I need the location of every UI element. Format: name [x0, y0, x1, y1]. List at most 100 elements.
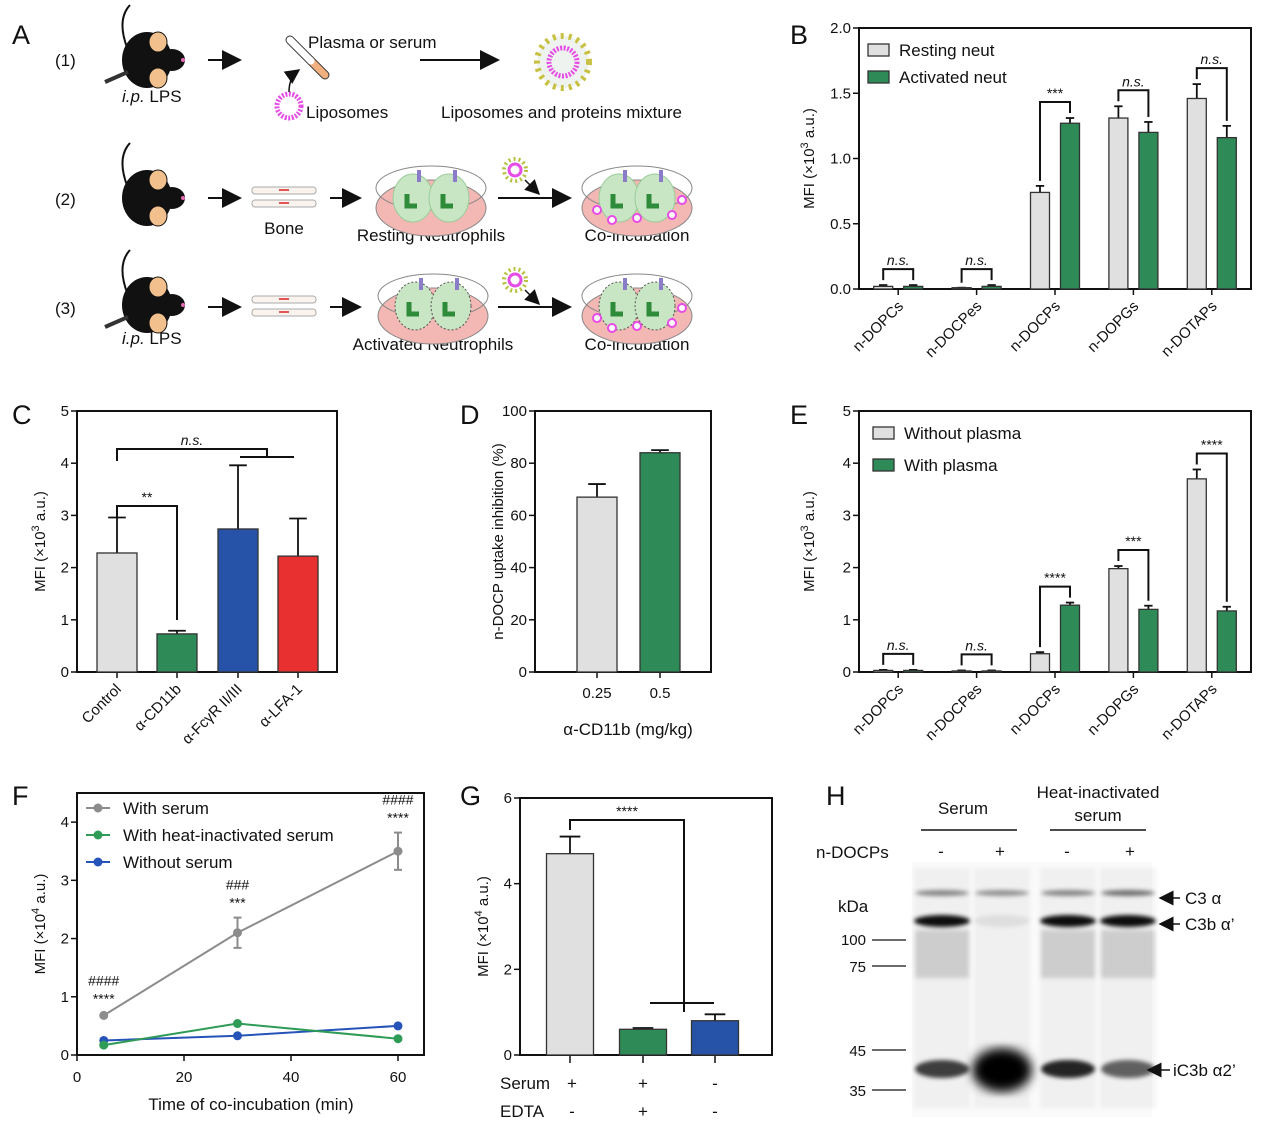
- y-axis-label: MFI (×104 a.u.): [30, 874, 49, 975]
- significance-label: ***: [1047, 85, 1064, 101]
- y-tick-label: 0: [504, 1047, 512, 1064]
- legend-marker: [93, 803, 103, 813]
- legend-swatch: [867, 70, 890, 84]
- nucleus: [610, 194, 623, 209]
- plot-frame: [76, 410, 338, 673]
- x-tick-label: 20: [176, 1069, 193, 1086]
- mouse-ear: [148, 276, 168, 298]
- liposome-particle: [632, 321, 642, 331]
- panel-letter-e: E: [790, 400, 808, 430]
- y-axis-label: n-DOCP uptake inhibition (%): [490, 443, 507, 639]
- y-tick-label: 4: [61, 814, 69, 831]
- legend-label: Without plasma: [904, 424, 1022, 443]
- band-label-ic3b: iC3b α2’: [1173, 1061, 1236, 1080]
- significance-label: n.s.: [965, 252, 988, 268]
- x-tick-label: n-DOPCs: [850, 298, 907, 355]
- panel-letter-c: C: [12, 400, 32, 430]
- receptor: [623, 278, 627, 290]
- condition-row-label: EDTA: [500, 1102, 545, 1121]
- data-point: [393, 1034, 403, 1044]
- panel-h-western-blot: Serum Heat-inactivated serum n-DOCPs - +…: [816, 783, 1236, 1117]
- bar: [1186, 478, 1207, 673]
- protein-corona-icon: [502, 267, 528, 293]
- panel-letter-b: B: [790, 20, 808, 50]
- bar: [277, 555, 319, 673]
- row-label-1: (1): [55, 51, 76, 70]
- row-label-2: (2): [55, 190, 76, 209]
- y-label-part: MFI (×10: [801, 148, 818, 208]
- nucleus: [610, 302, 623, 317]
- neutrophil-icon: [598, 281, 640, 331]
- significance-label: ***: [1125, 533, 1142, 549]
- nucleus: [646, 194, 659, 209]
- y-label-part: a.u.): [475, 876, 492, 910]
- x-tick-label: n-DOCPs: [1006, 681, 1063, 738]
- group-label-heat: Heat-inactivated: [1037, 783, 1160, 802]
- bar: [639, 452, 681, 673]
- mouse-nose: [181, 196, 185, 200]
- x-tick-label: n-DOPCs: [850, 681, 907, 738]
- y-tick-label: 2: [61, 560, 69, 577]
- receptor: [659, 278, 663, 290]
- x-tick-label: α-LFA-1: [256, 681, 306, 731]
- liposome-icon: [507, 162, 523, 178]
- condition-row-label: Serum: [500, 1074, 550, 1093]
- neutrophil-icon: [598, 173, 640, 223]
- bar: [903, 285, 924, 290]
- x-tick-label: 60: [390, 1069, 407, 1086]
- nucleus: [404, 194, 417, 209]
- y-tick-label: 0.5: [830, 216, 851, 233]
- neutrophil-icon: [394, 281, 436, 331]
- bar: [1138, 608, 1159, 673]
- liposomes-label: Liposomes: [306, 103, 388, 122]
- panel-letter-h: H: [826, 781, 846, 811]
- annotation-hash: ####: [382, 792, 413, 808]
- y-tick-label: 1: [61, 989, 69, 1006]
- x-tick-label: n-DOCPes: [922, 681, 985, 744]
- ip-lps-label-3: i.p. LPS: [122, 329, 182, 348]
- legend-label: With heat-inactivated serum: [123, 826, 334, 845]
- x-tick-label: Control: [79, 681, 125, 727]
- panel-d-chart: 0 20 40 60 80 100 n-DOCP uptake inhibition (%)…: [490, 403, 712, 739]
- condition-sign: +: [638, 1074, 648, 1093]
- x-tick-label: n-DOTAPs: [1158, 298, 1221, 361]
- marker-100: 100: [841, 932, 866, 949]
- panel-letter-f: F: [12, 781, 29, 811]
- x-tick-label: α-FcγR II/III: [179, 681, 246, 748]
- y-label-part: a.u.): [801, 108, 818, 142]
- receptor: [453, 170, 457, 182]
- x-tick-label: n-DOPGs: [1084, 298, 1142, 356]
- legend-swatch: [872, 426, 895, 440]
- band-c3a: [1101, 890, 1155, 896]
- band-label-c3a: C3 α: [1185, 889, 1221, 908]
- marker-45: 45: [849, 1043, 866, 1060]
- y-tick-label: 1: [843, 612, 851, 629]
- mouse-ear: [148, 312, 168, 334]
- liposome-particle: [667, 318, 677, 328]
- y-label-part: a.u.): [32, 491, 49, 525]
- x-axis-label: α-CD11b (mg/kg): [563, 720, 692, 739]
- panel-letter-g: G: [460, 781, 481, 811]
- arrow-icon: [283, 69, 301, 93]
- mouse-ear: [148, 67, 168, 89]
- liposome-icon: [507, 272, 523, 288]
- y-label-exponent: 3: [799, 525, 811, 531]
- y-tick-label: 2.0: [830, 20, 851, 37]
- bar: [618, 1028, 668, 1056]
- bar: [1186, 97, 1207, 290]
- liposome-particle: [677, 303, 687, 313]
- condition-sign: +: [567, 1074, 577, 1093]
- y-tick-label: 2: [843, 560, 851, 577]
- band-ic3b: [1041, 1060, 1095, 1078]
- y-label-part: MFI (×10: [32, 531, 49, 591]
- receptor: [455, 278, 459, 290]
- panel-b-chart: 0.0 0.5 1.0 1.5 2.0 MFI (×103 a.u.) n-DOPCs n.s…: [799, 20, 1252, 361]
- mouse-ear: [148, 205, 168, 227]
- group-label-serum: Serum: [938, 799, 988, 818]
- liposome-particle: [592, 205, 602, 215]
- liposome-particle: [667, 210, 677, 220]
- band-c3b: [974, 915, 1030, 927]
- x-tick-label: n-DOCPes: [922, 298, 985, 361]
